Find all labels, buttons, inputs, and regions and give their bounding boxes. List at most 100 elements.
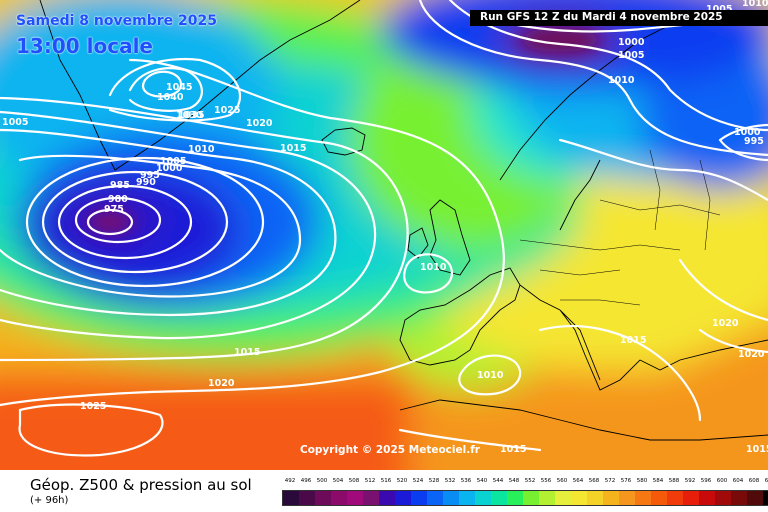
isobar-1020-east2: [698, 328, 768, 354]
isobar-1025-greenland: [108, 58, 241, 122]
legend-value: 540: [476, 478, 488, 484]
legend-swatch: [715, 491, 731, 505]
legend-swatch: [411, 491, 427, 505]
british-isles: [407, 199, 471, 276]
legend-swatch: [731, 491, 747, 505]
isobar-labels: 1005 1000 1005 1010 1045 1040 1035 1030 …: [2, 0, 768, 455]
legend-value: 588: [668, 478, 680, 484]
legend-value: 556: [540, 478, 552, 484]
isobar-label: 1015: [280, 143, 306, 154]
isobar-label: 995: [744, 136, 764, 147]
run-label: Run GFS 12 Z du Mardi 4 novembre 2025: [480, 11, 723, 23]
isobar-label: 1015: [500, 444, 526, 455]
isobar-label: 1005: [706, 4, 732, 15]
forecast-date: Samedi 8 novembre 2025: [16, 13, 217, 29]
legend-swatch: [347, 491, 363, 505]
legend-value: 492: [284, 478, 296, 484]
isobar-1015-europe: [558, 138, 768, 202]
legend-swatch: [363, 491, 379, 505]
legend-swatch: [619, 491, 635, 505]
isobar-985: [57, 184, 193, 260]
legend-value: 564: [572, 478, 584, 484]
legend-swatch: [283, 491, 299, 505]
legend-value: 520: [396, 478, 408, 484]
isobar-1010: [0, 110, 377, 340]
forecast-local-time: 13:00 locale: [16, 34, 153, 58]
legend-value: 592: [684, 478, 696, 484]
legend-value: 576: [620, 478, 632, 484]
isobar-1000: [0, 154, 302, 298]
isobar-label: 1020: [712, 318, 739, 329]
isobar-label: 1015: [620, 335, 646, 346]
legend-value: 500: [316, 478, 328, 484]
legend-value: 596: [700, 478, 712, 484]
legend-swatch: [331, 491, 347, 505]
legend-swatch: [747, 491, 763, 505]
map-caption: Géop. Z500 & pression au sol: [30, 476, 252, 494]
legend-swatch: [315, 491, 331, 505]
isobar-1030: [128, 67, 203, 112]
isobar-label: 1015: [234, 347, 260, 358]
legend-swatch: [523, 491, 539, 505]
isobar-1005-north: [448, 0, 768, 132]
legend-value: 608: [748, 478, 760, 484]
isobar-1020-east: [678, 258, 768, 322]
legend-swatch: [763, 491, 768, 505]
isobar-label: 1030: [176, 110, 203, 121]
legend-value: 532: [444, 478, 456, 484]
copyright: Copyright © 2025 Meteociel.fr: [300, 444, 480, 456]
isobar-980: [74, 196, 162, 244]
legend-swatch: [379, 491, 395, 505]
isobar-label: 1010: [742, 0, 768, 9]
isobar-label: 1000: [734, 127, 761, 138]
isobar-990: [41, 170, 229, 274]
borders: [519, 149, 721, 306]
isobar-1010-north: [418, 0, 768, 157]
isobar-1010-med: [458, 354, 522, 396]
isobar-label: 1020: [738, 349, 765, 360]
isobar-1020: [0, 58, 505, 407]
isobar-label: 990: [136, 177, 156, 188]
isobar-label: 1015: [746, 444, 768, 455]
isobar-label: 1000: [618, 37, 645, 48]
legend-value: 536: [460, 478, 472, 484]
run-banner: [470, 10, 768, 26]
legend-value: 516: [380, 478, 392, 484]
isobar-label: 995: [140, 170, 160, 181]
isobar-label: 1035: [178, 110, 204, 121]
legend-swatch: [651, 491, 667, 505]
legend-value: 580: [636, 478, 648, 484]
legend-value: 572: [604, 478, 616, 484]
legend-swatch: [683, 491, 699, 505]
legend-swatch: [539, 491, 555, 505]
legend-swatch: [443, 491, 459, 505]
legend-swatch: [571, 491, 587, 505]
legend-swatch: [555, 491, 571, 505]
isobar-label: 1010: [477, 370, 504, 381]
isobar-1025: [18, 403, 164, 457]
legend-value: 544: [492, 478, 504, 484]
legend-swatch: [475, 491, 491, 505]
color-legend: [282, 490, 768, 506]
isobar-label: 1045: [166, 82, 192, 93]
legend-value: 524: [412, 478, 424, 484]
legend-value: 600: [716, 478, 728, 484]
legend-value: 508: [348, 478, 360, 484]
isobar-label: 1005: [2, 117, 28, 128]
legend-swatch: [667, 491, 683, 505]
isobar-1015-south: [398, 428, 542, 452]
legend-value: 560: [556, 478, 568, 484]
isobar-label: 980: [108, 194, 128, 205]
isobar-label: 1005: [618, 50, 644, 61]
europe-coast: [399, 267, 768, 391]
pressure-map: 1005 1000 1005 1010 1045 1040 1035 1030 …: [0, 0, 768, 470]
isobar-1015-east: [538, 324, 702, 422]
isobar-label: 1020: [208, 378, 235, 389]
isobar-label: 1005: [160, 156, 186, 167]
legend-swatch: [507, 491, 523, 505]
isobar-label: 1010: [188, 144, 215, 155]
legend-swatch: [635, 491, 651, 505]
legend-value: 604: [732, 478, 744, 484]
legend-value: 504: [332, 478, 344, 484]
